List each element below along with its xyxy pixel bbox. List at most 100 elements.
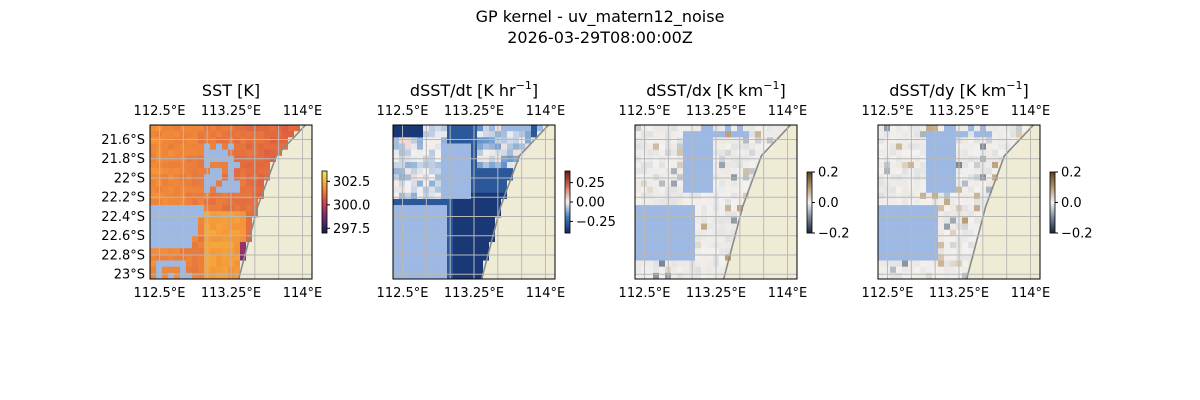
heatmap-cell (890, 143, 897, 150)
heatmap-cell (531, 211, 538, 218)
heatmap-cell (240, 248, 247, 255)
heatmap-cell (749, 211, 756, 218)
heatmap-cell (264, 186, 271, 194)
heatmap-cell (1016, 205, 1023, 212)
heatmap-cell (653, 260, 660, 268)
heatmap-cell (992, 149, 999, 157)
heatmap-cell (537, 137, 544, 144)
heatmap-cell (743, 254, 750, 261)
heatmap-cell (719, 248, 726, 255)
heatmap-cell (890, 242, 897, 249)
heatmap-cell (192, 242, 199, 249)
heatmap-cell (174, 242, 181, 249)
x-tick-label-top: 112.5°E (134, 104, 186, 119)
panel-title-text: dSST/dy [K km (889, 81, 1006, 100)
heatmap-cell (429, 143, 436, 150)
heatmap-cell (761, 223, 768, 231)
heatmap-cell (525, 198, 532, 206)
heatmap-cell (306, 266, 313, 274)
heatmap-cell (162, 198, 169, 206)
heatmap-cell (294, 125, 301, 132)
heatmap-cell (896, 198, 903, 206)
heatmap-cell (725, 266, 732, 274)
heatmap-cell (914, 168, 921, 175)
heatmap-cell (914, 161, 921, 169)
colorbar-segment (807, 176, 812, 179)
heatmap-cell (719, 211, 726, 218)
heatmap-cell (659, 143, 666, 150)
heatmap-cell (707, 168, 714, 175)
heatmap-cell (441, 180, 448, 187)
heatmap-cell (671, 260, 678, 268)
coastline (480, 124, 550, 280)
heatmap-cell (393, 180, 400, 187)
heatmap-cell (162, 192, 169, 200)
heatmap-cell (282, 266, 289, 274)
heatmap-cell (878, 161, 885, 169)
heatmap-cell (755, 180, 762, 187)
heatmap-cell (258, 137, 265, 144)
heatmap-cell (198, 211, 205, 218)
heatmap-cell (896, 143, 903, 150)
heatmap-cell (198, 248, 205, 255)
heatmap-cell (761, 168, 768, 175)
heatmap-cell (234, 161, 241, 169)
heatmap-cell (306, 149, 313, 157)
heatmap-cell (210, 168, 217, 175)
heatmap-cell (477, 161, 484, 169)
heatmap-cell (926, 161, 933, 169)
heatmap-cell (1028, 149, 1035, 157)
heatmap-cell (246, 192, 253, 200)
heatmap-cell (258, 254, 265, 261)
heatmap-cell (150, 217, 157, 224)
heatmap-cell (513, 137, 520, 144)
heatmap-cell (695, 143, 702, 150)
heatmap-cell (635, 229, 642, 237)
heatmap-cell (791, 260, 798, 268)
heatmap-cell (677, 143, 684, 150)
heatmap-cell (435, 229, 442, 237)
heatmap-cell (890, 229, 897, 237)
heatmap-cell (707, 149, 714, 157)
heatmap-cell (731, 248, 738, 255)
heatmap-cell (1028, 131, 1035, 138)
heatmap-cell (501, 211, 508, 218)
heatmap-cell (405, 272, 412, 280)
colorbar-segment (322, 189, 327, 192)
heatmap-cell (489, 161, 496, 169)
heatmap-cell (659, 180, 666, 187)
heatmap-cell (725, 161, 732, 169)
colorbar-segment (807, 219, 812, 222)
heatmap-cell (405, 143, 412, 150)
heatmap-cell (671, 198, 678, 206)
heatmap-cell (162, 168, 169, 175)
heatmap-cell (647, 235, 654, 243)
heatmap-cell (926, 272, 933, 280)
heatmap-cell (549, 248, 556, 255)
heatmap-cell (222, 242, 229, 249)
heatmap-cell (968, 168, 975, 175)
colorbar-segment (565, 229, 570, 232)
heatmap-cell (683, 168, 690, 175)
colorbar-segment (565, 175, 570, 178)
heatmap-cell (962, 192, 969, 200)
colorbar-segment (1050, 226, 1055, 229)
heatmap-cell (920, 186, 927, 194)
heatmap-cell (501, 235, 508, 243)
heatmap-cell (653, 186, 660, 194)
heatmap-cell (393, 217, 400, 224)
heatmap-cell (890, 248, 897, 255)
heatmap-cell (441, 125, 448, 132)
heatmap-cell (926, 125, 933, 132)
heatmap-cell (294, 266, 301, 274)
panel-title-superscript: −1 (516, 79, 532, 92)
heatmap-cell (779, 211, 786, 218)
heatmap-cell (773, 186, 780, 194)
heatmap-cell (902, 131, 909, 138)
heatmap-cell (240, 266, 247, 274)
heatmap-cell (513, 198, 520, 206)
heatmap-cell (264, 254, 271, 261)
heatmap-cell (938, 266, 945, 274)
heatmap-cell (306, 272, 313, 280)
heatmap-cell (210, 211, 217, 218)
